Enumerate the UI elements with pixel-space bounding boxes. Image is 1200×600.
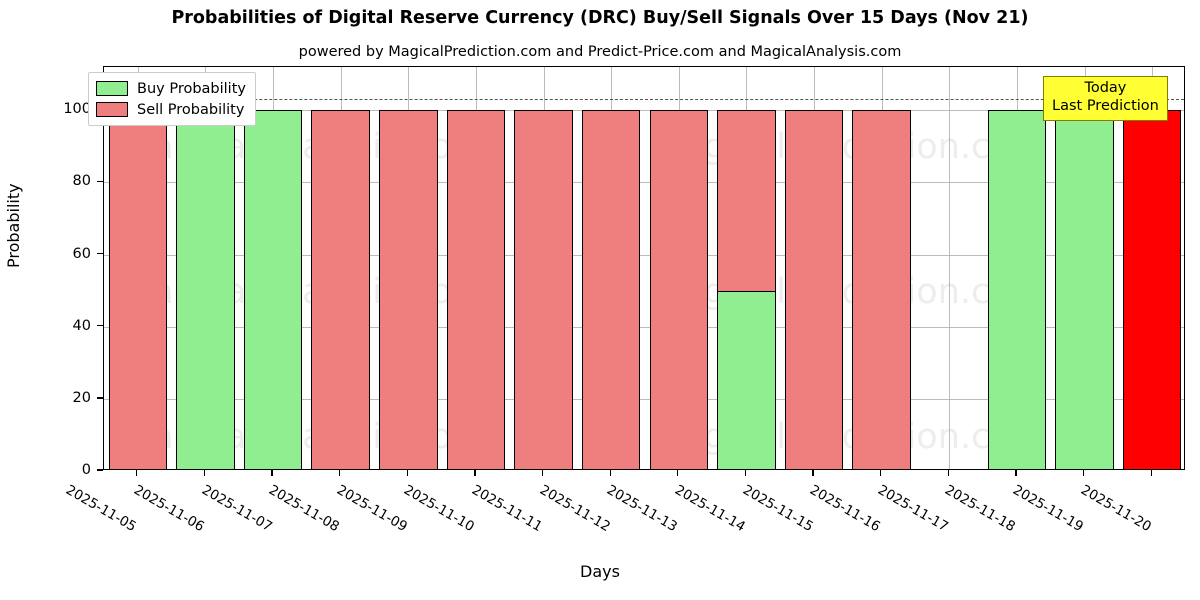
x-tick-label: 2025-11-09 <box>333 482 410 536</box>
y-tick-label: 80 <box>72 173 91 190</box>
reference-line <box>104 99 1184 101</box>
x-tick-label: 2025-11-18 <box>942 482 1019 536</box>
watermark: MagicalPrediction.com <box>652 127 1046 167</box>
x-tick <box>271 470 273 476</box>
x-axis-label: Days <box>580 562 620 581</box>
bar-sell-probability-2025-11-16[interactable] <box>852 110 911 469</box>
gridline-horizontal <box>104 110 1184 112</box>
y-tick-label: 40 <box>72 317 91 334</box>
gridline-vertical <box>949 67 951 469</box>
x-tick-label: 2025-11-15 <box>739 482 816 536</box>
x-tick <box>339 470 341 476</box>
x-tick-label: 2025-11-10 <box>401 482 478 536</box>
x-tick <box>1082 470 1085 476</box>
bar-buy-probability-2025-11-18[interactable] <box>987 110 1047 469</box>
x-tick <box>1150 470 1152 476</box>
x-tick-label: 2025-11-16 <box>807 482 884 536</box>
plot-area: MagicalAnalysis.com MagicalPrediction.com… <box>103 66 1185 470</box>
legend-item-sell: Sell Probability <box>96 99 246 120</box>
plot-inner: MagicalAnalysis.com MagicalPrediction.com… <box>104 67 1184 469</box>
bar-sell-probability-2025-11-13[interactable] <box>649 110 709 469</box>
x-tick-label: 2025-11-19 <box>1010 482 1086 536</box>
y-tick-label: 60 <box>72 245 91 262</box>
page-title: Probabilities of Digital Reserve Currenc… <box>171 8 1029 28</box>
bar-buy-probability-2025-11-06[interactable] <box>176 110 235 469</box>
chart-legend: Buy Probability Sell Probability <box>88 72 256 126</box>
bar-sell-probability-2025-11-05[interactable] <box>108 110 168 469</box>
x-tick-label: 2025-11-13 <box>604 482 681 536</box>
today-annotation-line1: Today <box>1084 80 1127 96</box>
x-tick <box>812 470 814 476</box>
bar-today-last-prediction-2025-11-20[interactable] <box>1122 110 1182 469</box>
y-tick-label: 20 <box>72 389 91 406</box>
watermark: MagicalPrediction.com <box>652 272 1046 312</box>
gridline-horizontal <box>104 182 1184 184</box>
bar-sell-probability-2025-11-11[interactable] <box>514 110 573 469</box>
bar-sell-probability-2025-11-08[interactable] <box>311 110 370 469</box>
x-tick <box>406 470 408 476</box>
bar-sell-probability-2025-11-09[interactable] <box>379 110 438 469</box>
x-tick <box>744 470 747 476</box>
watermark: MagicalPrediction.com <box>652 417 1046 457</box>
x-tick <box>1015 470 1017 476</box>
x-tick-label: 2025-11-06 <box>130 482 207 536</box>
legend-label-sell: Sell Probability <box>137 101 245 118</box>
x-tick-label: 2025-11-05 <box>63 482 140 536</box>
x-tick <box>541 470 544 476</box>
y-axis-label: Probability <box>4 183 23 268</box>
bar-buy-probability-2025-11-19[interactable] <box>1055 110 1114 469</box>
x-tick <box>474 470 476 476</box>
gridline-horizontal <box>104 254 1184 256</box>
bar-sell-probability-2025-11-12[interactable] <box>581 110 641 469</box>
y-tick <box>97 469 103 471</box>
x-tick-label: 2025-11-17 <box>874 482 951 536</box>
y-tick <box>97 252 103 255</box>
bar-buy-probability-2025-11-07[interactable] <box>243 110 303 469</box>
y-tick <box>97 325 103 327</box>
today-annotation: Today Last Prediction <box>1043 76 1168 122</box>
gridline-horizontal <box>104 326 1184 328</box>
x-tick-label: 2025-11-11 <box>469 482 545 536</box>
bar-sell-probability-2025-11-10[interactable] <box>446 110 506 469</box>
x-tick-label: 2025-11-14 <box>671 482 748 536</box>
bar-buy-probability-2025-11-14[interactable] <box>717 290 776 469</box>
x-tick <box>203 470 206 476</box>
legend-item-buy: Buy Probability <box>96 78 246 99</box>
y-tick-label: 0 <box>81 462 91 478</box>
x-tick-label: 2025-11-12 <box>536 482 613 536</box>
x-tick-label: 2025-11-07 <box>198 482 275 536</box>
x-tick-label: 2025-11-08 <box>266 482 343 536</box>
chart-subtitle: powered by MagicalPrediction.com and Pre… <box>298 44 902 60</box>
gridline-horizontal <box>104 398 1184 400</box>
x-tick <box>136 470 138 476</box>
legend-swatch-buy <box>96 81 128 96</box>
x-tick <box>880 470 882 476</box>
bar-sell-probability-2025-11-15[interactable] <box>784 110 844 469</box>
x-tick <box>677 470 679 476</box>
x-tick-label: 2025-11-20 <box>1077 482 1154 536</box>
legend-label-buy: Buy Probability <box>137 80 246 97</box>
y-tick <box>97 397 103 399</box>
x-tick <box>609 470 611 476</box>
x-tick <box>947 470 949 476</box>
y-tick <box>97 180 103 183</box>
y-tick-label: 100 <box>63 101 91 118</box>
legend-swatch-sell <box>96 102 128 117</box>
today-annotation-line2: Last Prediction <box>1052 97 1159 114</box>
